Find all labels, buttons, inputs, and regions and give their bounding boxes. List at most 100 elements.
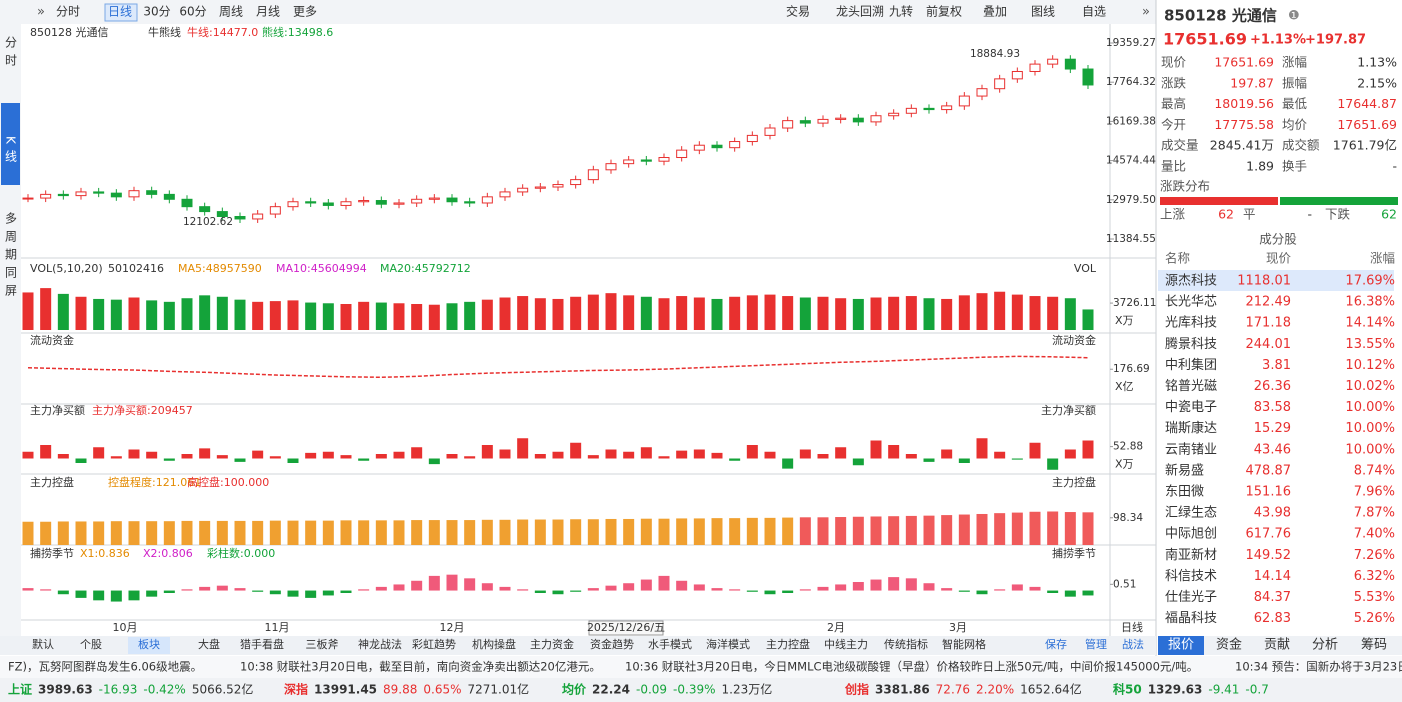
candle xyxy=(305,201,317,204)
indicator-tab[interactable]: 水手模式 xyxy=(648,637,692,651)
quote-tab[interactable]: 贡献 xyxy=(1264,638,1290,653)
indicator-tab[interactable]: 智能网格 xyxy=(942,637,986,651)
indicator-tab[interactable]: 机构操盘 xyxy=(472,637,516,651)
toolbar-item[interactable]: 龙头回溯 xyxy=(836,4,884,19)
bar xyxy=(375,520,387,545)
toolbar-item[interactable]: 30分 xyxy=(143,5,170,19)
candle xyxy=(375,200,387,205)
side-tab[interactable]: 多周期同屏 xyxy=(4,212,18,302)
indicator-tab[interactable]: 大盘 xyxy=(198,637,220,651)
stock-name[interactable]: 云南锗业 xyxy=(1165,441,1217,457)
stock-name[interactable]: 科信技术 xyxy=(1165,569,1217,584)
bar xyxy=(764,517,776,545)
quote-tab[interactable]: 资金 xyxy=(1216,637,1242,653)
indicator-tab[interactable]: 三板斧 xyxy=(306,637,339,651)
action-button[interactable]: 保存 xyxy=(1045,637,1067,651)
indicator-tab[interactable]: 资金趋势 xyxy=(590,637,634,651)
stock-pct: 16.38% xyxy=(1345,295,1395,310)
change: +197.87 xyxy=(1305,33,1366,48)
stock-name[interactable]: 中际旭创 xyxy=(1165,527,1217,542)
stock-name[interactable]: 新易盛 xyxy=(1165,462,1204,478)
toolbar-item[interactable]: 60分 xyxy=(179,5,206,19)
flat-count: - xyxy=(1307,207,1312,222)
toolbar-item[interactable]: 前复权 xyxy=(926,4,962,19)
bar xyxy=(1029,442,1041,459)
stock-name[interactable]: 仕佳光子 xyxy=(1165,590,1217,605)
toolbar-item[interactable]: 月线 xyxy=(256,5,280,19)
indicator-tab[interactable]: 彩虹趋势 xyxy=(412,638,456,651)
info-icon[interactable]: ❶ xyxy=(1288,9,1300,24)
bar xyxy=(1047,590,1059,593)
quote-tab[interactable]: 筹码 xyxy=(1361,637,1387,653)
stock-name[interactable]: 长光华芯 xyxy=(1165,295,1217,310)
candle xyxy=(1011,70,1023,80)
bar xyxy=(146,521,158,545)
stock-name[interactable]: 东田微 xyxy=(1165,485,1204,500)
stock-name[interactable]: 汇绿生态 xyxy=(1165,506,1217,521)
unit-label: X万 xyxy=(1115,458,1134,471)
indicator-tab[interactable]: 猎手看盘 xyxy=(240,637,284,651)
bar xyxy=(1047,296,1059,330)
news-item[interactable]: 10:36 财联社3月20日电，今日MMLC电池级碳酸锂（早盘）价格较昨日上涨5… xyxy=(625,660,1198,674)
stock-name[interactable]: 瑞斯康达 xyxy=(1165,420,1217,436)
index-field: 5066.52亿 xyxy=(192,682,254,697)
bar xyxy=(994,451,1006,459)
indicator-tab[interactable]: 传统指标 xyxy=(884,637,928,651)
toolbar-bg xyxy=(0,0,1156,24)
news-item[interactable]: 10:38 财联社3月20日电，截至目前，南向资金净卖出额达20亿港元。 xyxy=(240,660,601,674)
news-item[interactable]: FZ)，瓦努阿图群岛发生6.06级地震。 xyxy=(8,660,202,674)
bar xyxy=(605,585,617,591)
toolbar-item[interactable]: 图线 xyxy=(1031,5,1055,19)
bar xyxy=(481,445,493,459)
indicator-tab[interactable]: 个股 xyxy=(80,638,102,651)
bar xyxy=(128,590,140,601)
bar xyxy=(163,590,175,593)
pane-value: X2:0.806 xyxy=(143,547,193,560)
field-value: 17651.69 xyxy=(1214,55,1274,70)
news-item[interactable]: 10:34 预告：国新办将于3月23日 xyxy=(1235,660,1402,674)
stock-price: 149.52 xyxy=(1246,548,1292,563)
bar xyxy=(269,456,281,459)
toolbar-item[interactable]: 分时 xyxy=(56,5,80,19)
action-button[interactable]: 管理 xyxy=(1085,637,1107,651)
indicator-tab[interactable]: 板块 xyxy=(138,637,160,651)
bar xyxy=(216,296,228,330)
indicator-tab-active xyxy=(128,637,170,654)
indicator-tab[interactable]: 主力资金 xyxy=(530,637,574,651)
indicator-tab[interactable]: 海洋模式 xyxy=(706,637,750,651)
stock-name[interactable]: 中瓷电子 xyxy=(1165,400,1217,415)
indicator-tab[interactable]: 中线主力 xyxy=(824,637,868,651)
toolbar-item[interactable]: 叠加 xyxy=(983,5,1007,19)
bar xyxy=(393,584,405,591)
indicator-tab[interactable]: 神龙战法 xyxy=(358,637,402,651)
toolbar-item[interactable]: 周线 xyxy=(219,5,243,19)
stock-name[interactable]: 光库科技 xyxy=(1165,315,1217,331)
toolbar-item[interactable]: 交易 xyxy=(786,4,810,19)
toolbar-item[interactable]: 九转 xyxy=(889,4,913,19)
expand-icon[interactable]: » xyxy=(1142,5,1150,20)
side-tab[interactable]: 分时 xyxy=(4,36,18,72)
bar xyxy=(976,590,988,595)
candle xyxy=(905,107,917,114)
action-button[interactable]: 战法 xyxy=(1122,637,1144,651)
indicator-tab[interactable]: 默认 xyxy=(32,638,54,651)
stock-name[interactable]: 福晶科技 xyxy=(1165,611,1217,626)
toolbar-item[interactable]: 日线 xyxy=(108,5,132,19)
toolbar-item[interactable]: 更多 xyxy=(293,5,317,19)
stock-name[interactable]: 腾景科技 xyxy=(1165,336,1217,352)
indicator-tab[interactable]: 主力控盘 xyxy=(766,637,810,651)
quote-tab[interactable]: 报价 xyxy=(1168,638,1194,653)
stock-name[interactable]: 源杰科技 xyxy=(1165,274,1217,289)
stock-name[interactable]: 铭普光磁 xyxy=(1165,379,1217,394)
stock-name[interactable]: 南亚新材 xyxy=(1165,547,1217,563)
side-tab[interactable]: K线 xyxy=(4,136,18,168)
candle xyxy=(499,191,511,198)
toolbar-item[interactable]: 自选 xyxy=(1082,5,1106,19)
stock-price: 151.16 xyxy=(1246,485,1292,500)
collapse-icon[interactable]: » xyxy=(37,5,45,20)
bar xyxy=(958,514,970,545)
quote-tab[interactable]: 分析 xyxy=(1312,638,1338,653)
stock-name[interactable]: 中利集团 xyxy=(1165,357,1217,373)
candle xyxy=(481,196,493,204)
bar xyxy=(269,590,281,595)
